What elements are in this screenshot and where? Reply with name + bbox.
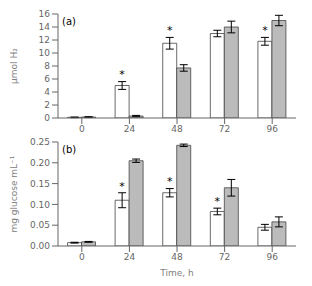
svg-text:8: 8 [44, 61, 50, 71]
svg-text:0.20: 0.20 [30, 158, 50, 168]
svg-text:μmol H₂: μmol H₂ [9, 48, 19, 84]
svg-text:2: 2 [44, 100, 50, 110]
svg-text:48: 48 [171, 124, 183, 134]
svg-text:mg glucose mL⁻¹: mg glucose mL⁻¹ [9, 155, 19, 232]
svg-text:72: 72 [219, 252, 230, 262]
html-text:(a): (a) [62, 16, 76, 27]
svg-text:*: * [262, 24, 268, 37]
svg-text:0.00: 0.00 [30, 241, 50, 251]
svg-text:10: 10 [39, 48, 51, 58]
svg-text:*: * [119, 180, 125, 193]
svg-text:0.10: 0.10 [30, 200, 50, 210]
svg-text:*: * [167, 175, 173, 188]
svg-text:14: 14 [39, 22, 51, 32]
svg-text:24: 24 [124, 124, 136, 134]
svg-text:Time, h: Time, h [159, 268, 193, 278]
svg-text:*: * [119, 68, 125, 81]
svg-text:*: * [215, 195, 221, 208]
svg-text:0.05: 0.05 [30, 220, 50, 230]
svg-text:0: 0 [79, 252, 85, 262]
svg-text:*: * [167, 24, 173, 37]
svg-text:16: 16 [39, 9, 51, 19]
html-text:(b): (b) [62, 144, 77, 155]
svg-text:0: 0 [79, 124, 85, 134]
svg-text:72: 72 [219, 124, 230, 134]
svg-text:0.25: 0.25 [30, 137, 50, 147]
svg-text:12: 12 [39, 35, 50, 45]
svg-text:96: 96 [266, 124, 278, 134]
svg-text:0.15: 0.15 [30, 179, 50, 189]
svg-text:48: 48 [171, 252, 183, 262]
svg-text:4: 4 [44, 87, 50, 97]
svg-text:96: 96 [266, 252, 278, 262]
svg-text:24: 24 [124, 252, 136, 262]
svg-text:6: 6 [44, 74, 50, 84]
svg-text:0: 0 [44, 113, 50, 123]
